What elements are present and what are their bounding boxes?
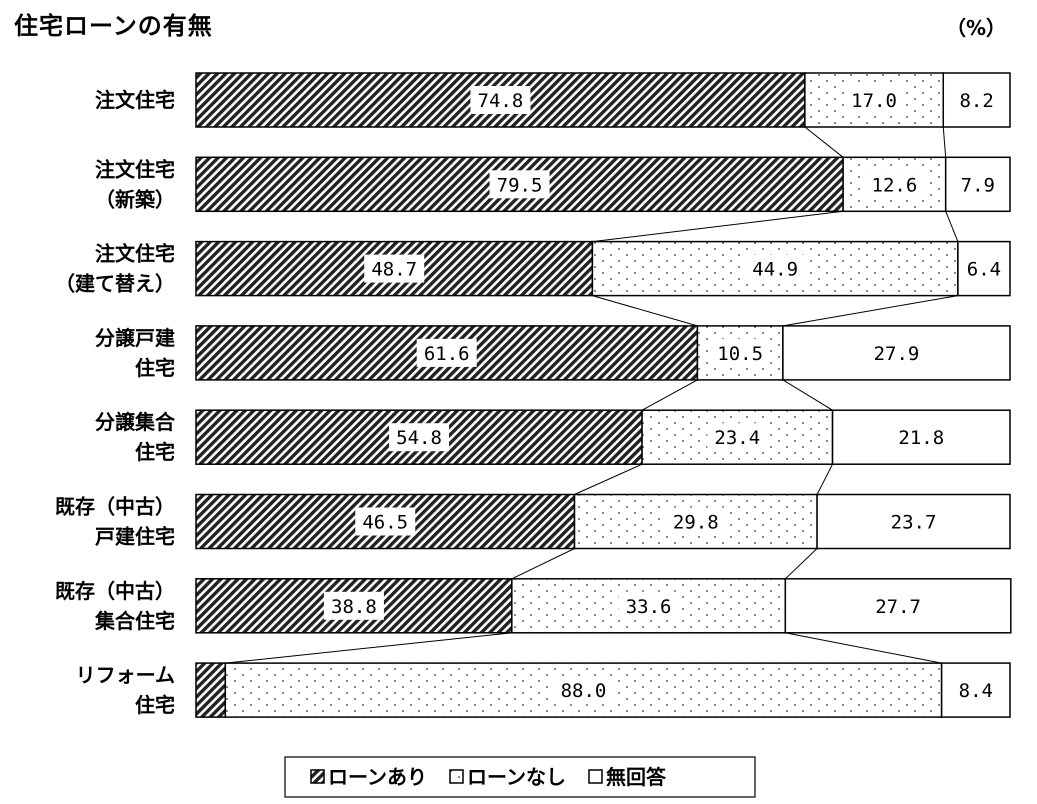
category-label: 住宅 [135, 356, 175, 380]
data-label-box [866, 338, 927, 367]
data-label-box [389, 423, 450, 452]
connector-line [804, 126, 844, 158]
data-label-box [952, 86, 1001, 114]
data-label-box [868, 591, 929, 620]
category-label: 既存（中古） [55, 579, 175, 603]
data-label-box [707, 423, 768, 452]
data-label-box [883, 507, 944, 536]
bar-segment [195, 662, 227, 718]
category-labels: 注文住宅注文住宅（新築）注文住宅（建て替え）分譲戸建住宅分譲集合住宅既存（中古）… [55, 88, 176, 717]
connector-line [782, 295, 958, 327]
connector-line [784, 548, 818, 580]
data-label-box [959, 254, 1008, 283]
data-label-box [470, 86, 531, 114]
data-label: 33.6 [626, 596, 672, 618]
data-label: 46.5 [362, 512, 408, 534]
category-label: 集合住宅 [94, 609, 175, 633]
connector-line [945, 211, 959, 242]
data-label: 88.0 [561, 680, 607, 702]
data-label: 21.8 [898, 427, 944, 449]
connector-line [225, 632, 512, 664]
legend-label: ローンなし [467, 765, 566, 789]
data-label: 6.4 [967, 259, 1001, 281]
connector-line [592, 295, 698, 327]
data-label-box [618, 591, 679, 620]
category-label: （新築） [95, 187, 175, 211]
value-labels: 74.8 17.0 8.2 79.5 12.6 7.9 48.7 44.9 6.4 61.6 10.… [323, 86, 1008, 705]
connector-line [641, 379, 698, 411]
connector-line [782, 379, 833, 411]
category-label: 注文住宅 [95, 88, 175, 112]
data-label-box [364, 254, 425, 283]
connector-line [785, 632, 942, 664]
chart-title: 住宅ローンの有無 [14, 12, 213, 40]
category-label: 住宅 [135, 693, 175, 717]
data-label: 29.8 [673, 512, 719, 534]
connector-line [592, 210, 844, 243]
category-label: 分譲戸建 [95, 326, 175, 350]
legend-label: ローンあり [328, 765, 427, 789]
data-label-box [953, 170, 1002, 199]
data-label-box [951, 676, 1000, 705]
legend-swatch [449, 769, 464, 784]
series-connectors [225, 126, 959, 664]
legend-box [284, 756, 756, 798]
data-label-box [553, 676, 614, 705]
data-label-box [416, 338, 477, 367]
data-label: 44.9 [752, 259, 798, 281]
category-label: 注文住宅 [95, 157, 175, 181]
data-label: 7.9 [961, 174, 995, 196]
data-label: 61.6 [424, 343, 470, 365]
data-label: 8.4 [959, 680, 993, 702]
legend-swatch [310, 769, 325, 784]
data-label-box [864, 170, 925, 199]
data-label: 48.7 [371, 259, 417, 281]
data-label-box [489, 170, 550, 199]
data-label: 27.7 [875, 596, 921, 618]
legend-swatch [588, 769, 603, 784]
bar-segment [641, 409, 834, 465]
data-label-box [710, 338, 771, 367]
data-label-box [665, 507, 726, 536]
bars [195, 72, 1012, 718]
category-label: 戸建住宅 [95, 525, 175, 549]
data-label: 8.2 [959, 90, 993, 112]
connector-line [574, 463, 643, 495]
category-label: リフォーム [76, 663, 175, 687]
data-label: 38.8 [331, 596, 377, 618]
connector-line [511, 548, 575, 580]
unit-label: （%） [946, 16, 1007, 40]
data-label: 74.8 [478, 90, 524, 112]
data-label: 79.5 [497, 174, 543, 196]
legend: ローンあり ローンなし 無回答 [284, 756, 756, 798]
legend-label: 無回答 [606, 765, 667, 789]
connector-line [942, 126, 947, 158]
data-label-box [745, 254, 806, 283]
data-label-box [323, 591, 384, 620]
data-label: 12.6 [872, 174, 918, 196]
category-label: 注文住宅 [95, 242, 175, 266]
data-label: 27.9 [874, 343, 920, 365]
data-label-box [844, 86, 905, 114]
data-label: 10.5 [717, 343, 763, 365]
data-label: 17.0 [851, 90, 897, 112]
data-label: 23.7 [891, 512, 937, 534]
data-label-box [891, 423, 952, 452]
category-label: （建て替え） [55, 272, 175, 296]
data-label: 23.4 [714, 427, 760, 449]
connector-line [816, 463, 833, 495]
data-label-box [355, 507, 416, 536]
category-label: 分譲集合 [95, 410, 176, 434]
category-label: 既存（中古） [55, 495, 175, 519]
data-label: 54.8 [396, 427, 442, 449]
category-label: 住宅 [135, 440, 175, 464]
